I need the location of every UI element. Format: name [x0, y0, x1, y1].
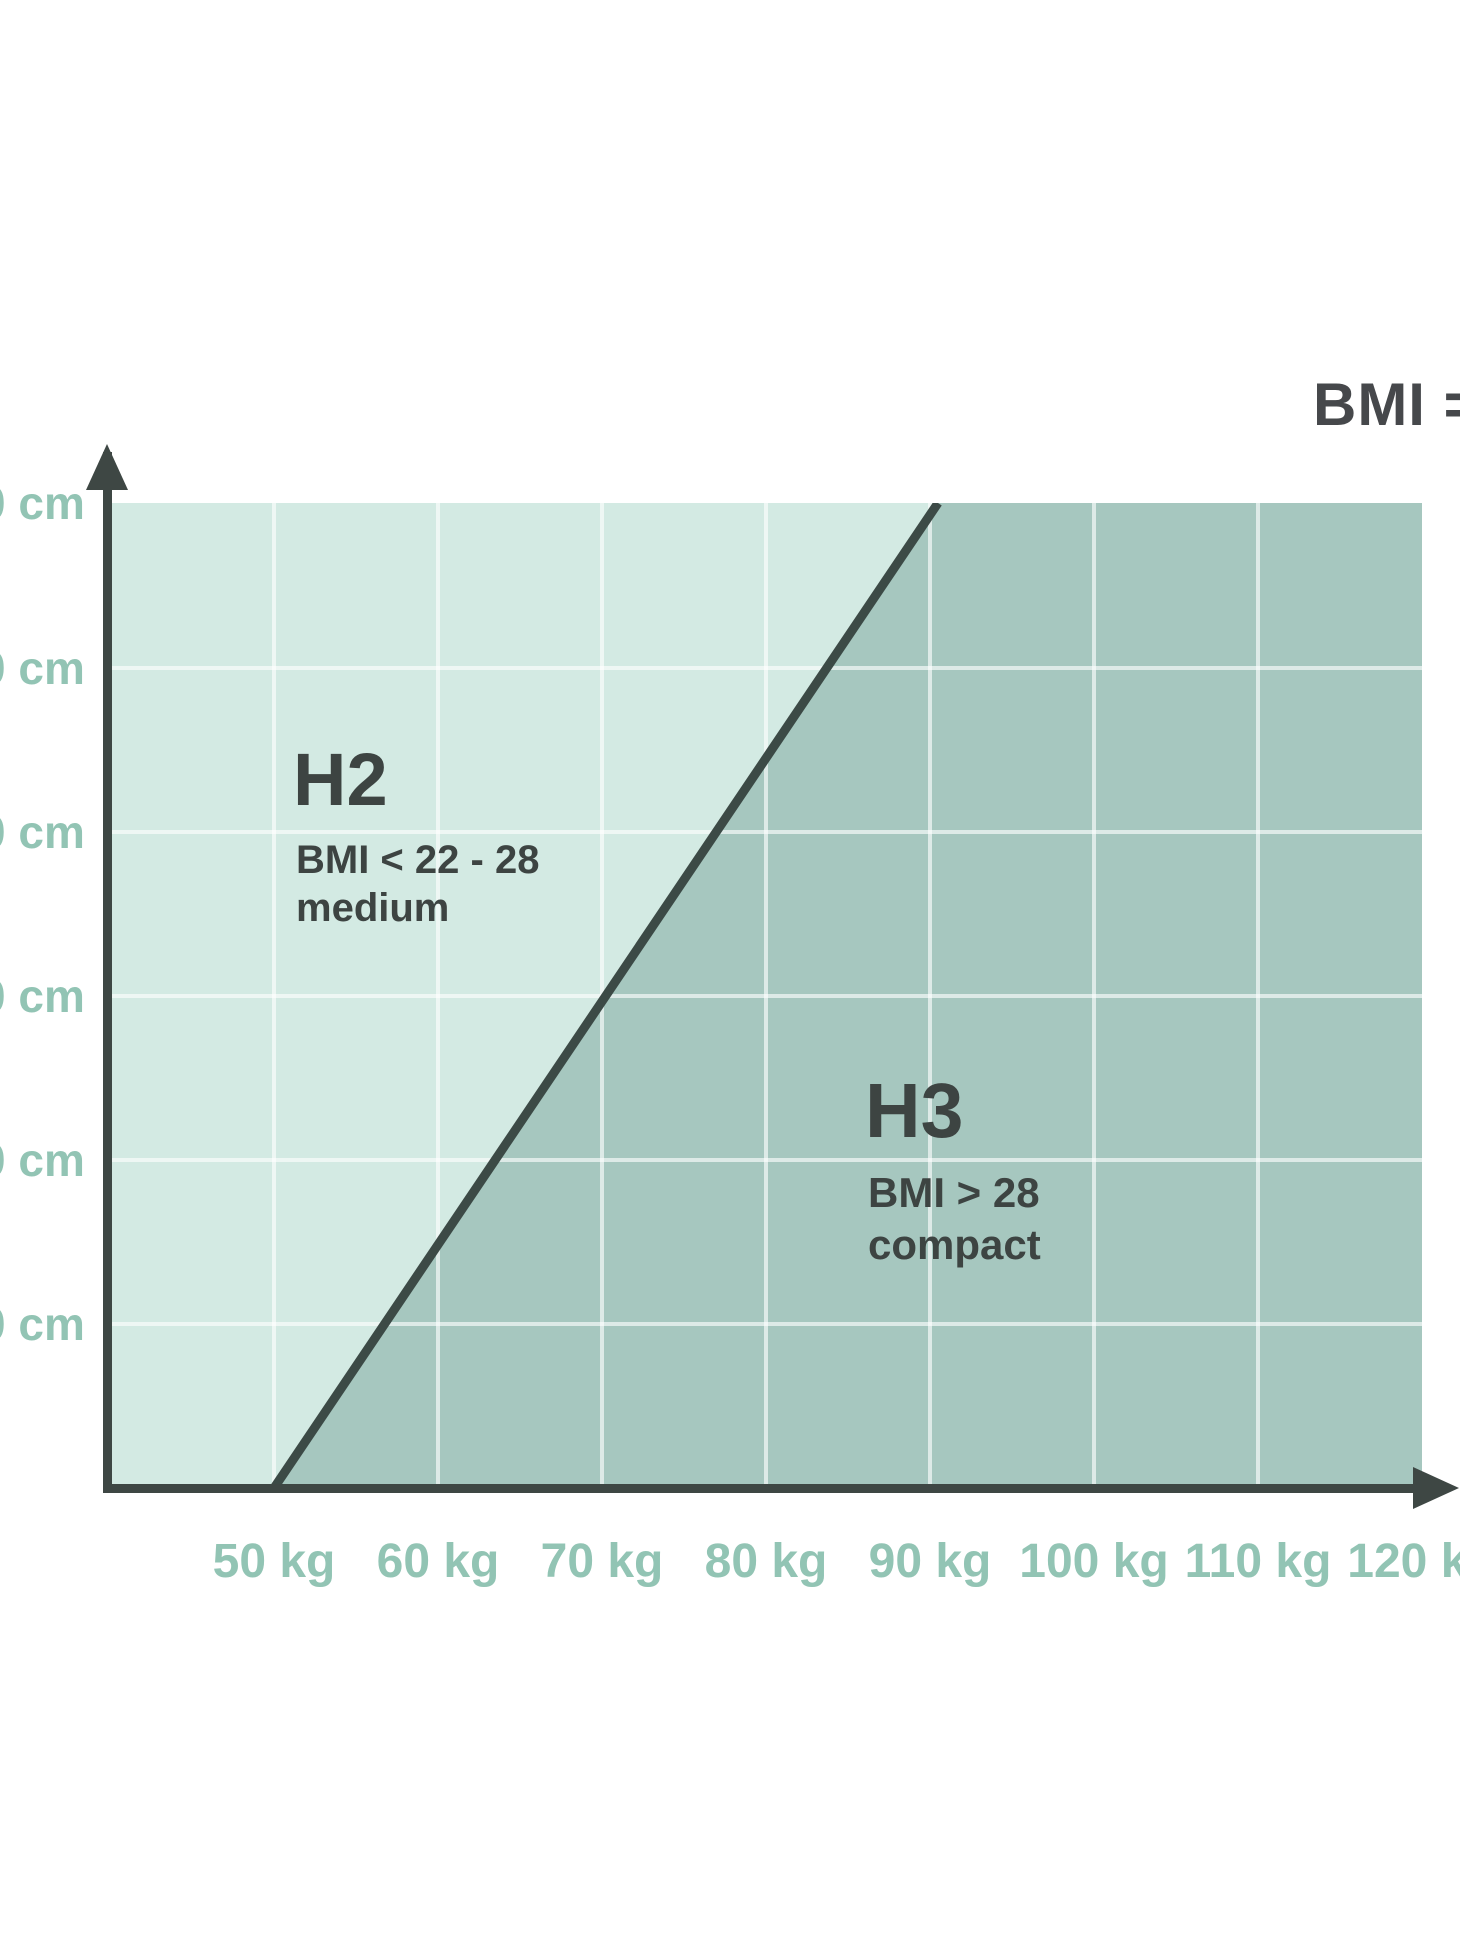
region-h3-bmi-range: BMI > 28 — [868, 1169, 1040, 1216]
region-h3-label: H3 — [865, 1068, 964, 1154]
y-tick-label: 0 cm — [0, 970, 85, 1022]
x-tick-label: 100 kg — [1019, 1535, 1169, 1588]
x-tick-label: 50 kg — [212, 1535, 336, 1588]
y-axis-arrowhead-icon — [86, 444, 128, 490]
gridline-horizontal — [110, 666, 1422, 670]
y-axis-line — [103, 452, 112, 1492]
x-tick-label: 120 kg — [1347, 1535, 1460, 1588]
y-tick-label: 0 cm — [0, 806, 85, 858]
x-tick-label: 80 kg — [704, 1535, 828, 1588]
y-tick-label: 0 cm — [0, 477, 85, 529]
gridline-horizontal — [110, 994, 1422, 998]
region-h2-firmness: medium — [296, 886, 450, 930]
y-tick-label: 0 cm — [0, 1134, 85, 1186]
gridline-horizontal — [110, 830, 1422, 834]
region-h2-bmi-range: BMI < 22 - 28 — [296, 838, 540, 882]
y-tick-label: 0 cm — [0, 1298, 85, 1350]
bmi-formula-title: BMI = — [1313, 371, 1460, 438]
gridline-horizontal — [110, 1158, 1422, 1162]
region-h2-label: H2 — [293, 738, 388, 821]
bmi-divider-line — [270, 503, 942, 1488]
x-axis-line — [103, 1484, 1443, 1493]
x-tick-label: 60 kg — [376, 1535, 500, 1588]
y-tick-label: 0 cm — [0, 642, 85, 694]
x-tick-label: 90 kg — [868, 1535, 992, 1588]
plot-area: H2 BMI < 22 - 28 medium H3 BMI > 28 comp… — [110, 503, 1422, 1488]
x-axis-arrowhead-icon — [1413, 1467, 1459, 1509]
x-tick-label: 110 kg — [1184, 1535, 1332, 1588]
region-h3-firmness: compact — [868, 1221, 1041, 1268]
gridline-horizontal — [110, 1322, 1422, 1326]
x-tick-label: 70 kg — [540, 1535, 664, 1588]
